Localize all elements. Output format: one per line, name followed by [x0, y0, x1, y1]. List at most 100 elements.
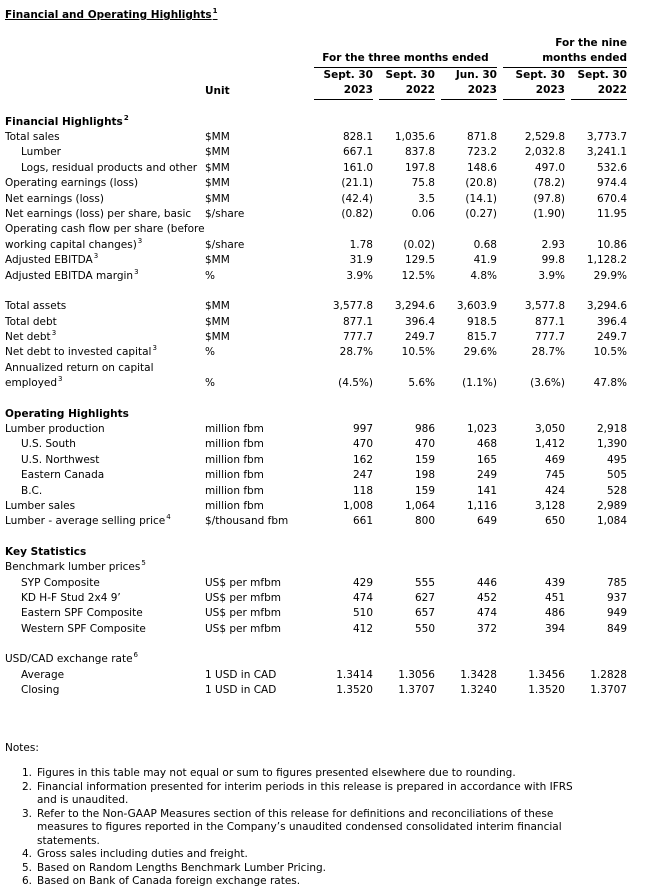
column-header: Jun. 30: [455, 68, 497, 81]
column-year-cell: 2022: [565, 83, 627, 100]
unit: $/share: [205, 238, 245, 251]
value: 3.9%: [538, 269, 565, 282]
column-year: 2023: [314, 83, 373, 100]
value: 28.7%: [531, 346, 565, 359]
column-year-cell: 2023: [497, 83, 565, 100]
table-row: Net debt to invested capital3% 28.7% 10.5%…: [5, 345, 627, 360]
footnote-ref: 3: [51, 328, 57, 337]
value: 429: [352, 576, 373, 589]
column-year: 2022: [571, 83, 627, 100]
unit: %: [205, 269, 215, 282]
value: 470: [352, 438, 373, 451]
value: 1,390: [596, 438, 627, 451]
section-heading-text: Operating Highlights: [5, 407, 129, 420]
value: 3,577.8: [332, 300, 373, 313]
value: 2.93: [541, 238, 565, 251]
value: 1.2828: [590, 668, 627, 681]
table-row: Benchmark lumber prices5: [5, 560, 627, 575]
row-label: U.S. South: [21, 438, 76, 451]
note-number: 2.: [22, 780, 33, 793]
note: 2. Financial information presented for in…: [22, 781, 582, 808]
row-label: B.C.: [21, 484, 43, 497]
table-row: Annualized return on capital employed3% (…: [5, 361, 627, 392]
unit: million fbm: [205, 438, 264, 451]
unit-header: Unit: [205, 85, 230, 98]
value: 3,050: [534, 422, 565, 435]
unit: 1 USD in CAD: [205, 684, 277, 697]
row-label-cell: Benchmark lumber prices5: [5, 560, 205, 575]
value: 249: [476, 469, 497, 482]
value: 247: [352, 469, 373, 482]
value: 162: [352, 453, 373, 466]
spacer-row: [5, 637, 627, 652]
row-label-cell: Adjusted EBITDA3: [5, 253, 205, 268]
row-label: Total debt: [5, 315, 57, 328]
table-header: For the nine For the three months ended …: [5, 36, 627, 100]
note-number: 1.: [22, 767, 33, 779]
value: (42.4): [341, 192, 373, 205]
table-row: Net earnings (loss) per share, basic $/sh…: [5, 207, 627, 222]
empty-cell: [373, 652, 435, 667]
table-row: B.C. million fbm 118 159 141 424 528: [5, 484, 627, 499]
value: 3,128: [534, 499, 565, 512]
value: (20.8): [465, 177, 497, 190]
empty-cell: [205, 652, 308, 667]
value: 723.2: [466, 146, 497, 159]
row-label-cell: Net earnings (loss) per share, basic: [5, 207, 205, 222]
value: 5.6%: [408, 377, 435, 390]
row-label: U.S. Northwest: [21, 453, 100, 466]
value: 777.7: [342, 330, 373, 343]
value: (0.82): [341, 208, 373, 221]
unit: 1 USD in CAD: [205, 668, 277, 681]
value: 159: [414, 453, 435, 466]
unit: $MM: [205, 192, 230, 205]
unit: million fbm: [205, 499, 264, 512]
unit: US$ per mfbm: [205, 607, 281, 620]
value: 372: [476, 622, 497, 635]
value: 661: [352, 515, 373, 528]
title: Financial and Operating Highlights1: [5, 8, 218, 22]
value: 974.4: [596, 177, 627, 190]
value: 849: [606, 622, 627, 635]
unit: million fbm: [205, 422, 264, 435]
row-label-cell: SYP Composite: [5, 576, 205, 591]
table-row: Total assets $MM 3,577.8 3,294.6 3,603.9 3,57…: [5, 299, 627, 314]
table-row: Lumber - average selling price4 $/thousan…: [5, 514, 627, 529]
value: 1.3414: [336, 668, 373, 681]
section-heading-row: Operating Highlights: [5, 407, 627, 422]
value: (97.8): [533, 192, 565, 205]
row-label-cell: Western SPF Composite: [5, 622, 205, 637]
spacer-row: [5, 530, 627, 545]
notes-heading: Notes:: [5, 742, 39, 754]
table-row: U.S. South million fbm 470 470 468 1,412 1,390: [5, 437, 627, 452]
row-label-cell: Lumber production: [5, 422, 205, 437]
table-row: Adjusted EBITDA margin3% 3.9% 12.5% 4.8% 3.9…: [5, 268, 627, 284]
value: (1.1%): [462, 377, 497, 390]
value: 555: [414, 576, 435, 589]
value: 627: [414, 592, 435, 604]
row-label: Net earnings (loss): [5, 192, 104, 205]
unit: million fbm: [205, 484, 264, 497]
row-label-cell: Closing: [5, 683, 205, 698]
table-row: Lumber sales million fbm 1,008 1,064 1,116 3,…: [5, 499, 627, 514]
value: 1.3428: [460, 668, 497, 681]
unit: %: [205, 377, 215, 390]
row-label-cell: Eastern Canada: [5, 468, 205, 483]
value: 29.9%: [593, 269, 627, 282]
column-header: Sept. 30: [385, 68, 435, 81]
unit: $MM: [205, 330, 230, 343]
footnote-ref: 6: [133, 651, 138, 660]
note: 3. Refer to the Non-GAAP Measures section…: [22, 808, 582, 849]
value: 47.8%: [593, 377, 627, 390]
note: 5. Based on Random Lengths Benchmark Lumb…: [22, 862, 582, 876]
row-label-cell: Net debt3: [5, 328, 205, 345]
value: 0.68: [473, 238, 497, 251]
value: 3,603.9: [456, 300, 497, 313]
unit: $/share: [205, 208, 245, 221]
column-year-cell: 2023: [308, 83, 373, 100]
footnote-ref: 4: [166, 513, 171, 522]
value: 497.0: [534, 161, 565, 174]
row-label-cell: Annualized return on capital employed3: [5, 361, 205, 392]
value: 0.06: [411, 208, 435, 221]
value: 165: [476, 453, 497, 466]
